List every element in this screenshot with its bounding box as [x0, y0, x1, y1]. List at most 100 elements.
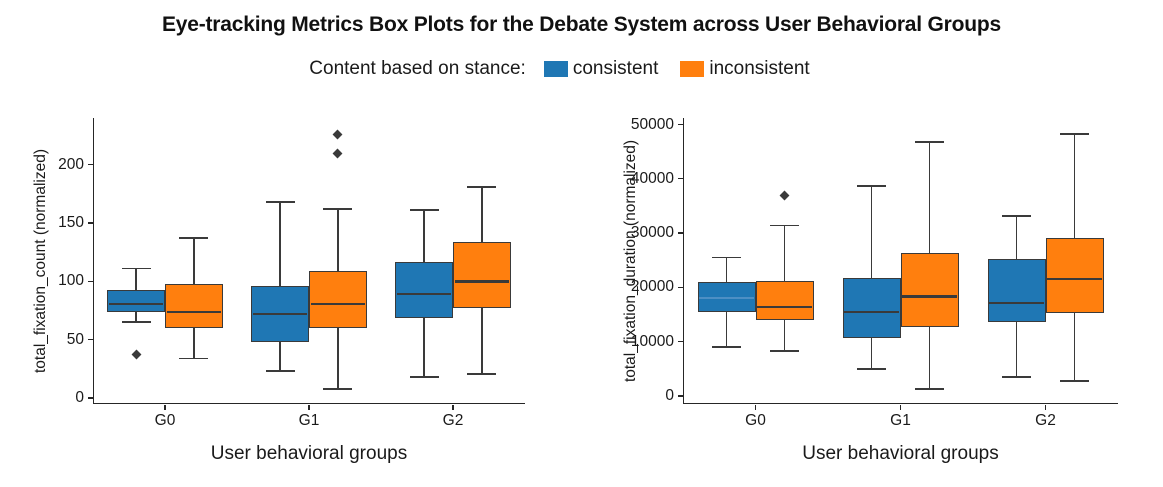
y-tick-label: 200 [58, 155, 84, 173]
upper-whisker-cap [467, 185, 497, 188]
y-tick-label: 0 [665, 386, 674, 404]
box-G1-inconsistent [309, 270, 367, 329]
lower-whisker-cap [265, 370, 295, 373]
lower-whisker [135, 311, 138, 323]
median-line [902, 295, 957, 298]
lower-whisker-cap [121, 321, 151, 324]
lower-whisker-cap [467, 372, 497, 375]
median-line [310, 302, 365, 305]
median-line [454, 280, 509, 283]
upper-whisker-cap [770, 224, 799, 227]
lower-whisker [336, 328, 339, 389]
y-tick-label: 50000 [630, 115, 674, 133]
box-G2-inconsistent [453, 241, 511, 309]
y-tick-mark [678, 286, 683, 288]
legend-item-label: consistent [572, 58, 659, 79]
median-line [253, 313, 308, 316]
upper-whisker-cap [323, 208, 353, 210]
box-G2-consistent [395, 261, 453, 318]
upper-whisker-cap [915, 140, 944, 143]
y-tick-mark [88, 222, 93, 224]
consistent-swatch-icon [543, 61, 568, 77]
upper-whisker [135, 268, 138, 290]
upper-whisker [423, 210, 426, 262]
lower-whisker [480, 308, 483, 374]
upper-whisker [725, 257, 728, 282]
legend: Content based on stance: consistent inco… [0, 58, 1141, 80]
upper-whisker-cap [857, 184, 886, 187]
y-tick-label: 150 [58, 214, 84, 232]
x-axis-label: User behavioral groups [802, 443, 999, 464]
x-tick-label: G1 [890, 412, 911, 429]
y-tick-mark [678, 178, 683, 180]
lower-whisker-cap [857, 367, 886, 370]
y-tick-mark [678, 232, 683, 234]
upper-whisker [783, 225, 786, 281]
legend-item-inconsistent: inconsistent [680, 58, 810, 80]
y-tick-mark [88, 163, 93, 166]
x-tick-mark [164, 405, 166, 410]
y-tick-mark [88, 339, 93, 341]
box-G0-consistent [697, 281, 756, 312]
lower-whisker-cap [712, 346, 741, 348]
x-tick-label: G2 [442, 412, 464, 429]
upper-whisker [870, 185, 873, 279]
y-tick-mark [678, 340, 683, 343]
legend-items: consistent inconsistent [543, 58, 810, 80]
figure-title: Eye-tracking Metrics Box Plots for the D… [161, 13, 1002, 36]
median-line [109, 302, 164, 305]
lower-whisker [870, 338, 873, 369]
lower-whisker-cap [323, 387, 353, 390]
y-tick-mark [678, 123, 683, 126]
median-line [699, 297, 754, 300]
upper-whisker [480, 186, 483, 242]
lower-whisker [1015, 322, 1018, 377]
box-G2-inconsistent [1045, 237, 1104, 313]
lower-whisker [1073, 312, 1076, 382]
x-tick-label: G0 [745, 412, 766, 429]
y-tick-label: 0 [75, 389, 84, 407]
box-G2-consistent [987, 259, 1046, 323]
x-tick-mark [1044, 405, 1047, 410]
y-tick-label: 10000 [630, 332, 674, 350]
box-G0-inconsistent [165, 283, 223, 329]
box-G0-inconsistent [755, 280, 814, 321]
lower-whisker-cap [179, 357, 209, 360]
lower-whisker-cap [1002, 375, 1031, 378]
lower-whisker [725, 311, 728, 347]
box-G1-inconsistent [900, 252, 959, 328]
median-line [166, 310, 221, 313]
lower-whisker [423, 317, 426, 378]
x-tick-mark [754, 405, 757, 410]
median-line [757, 306, 812, 309]
axis-spine [93, 118, 525, 404]
lower-whisker-cap [409, 376, 439, 379]
upper-whisker-cap [409, 209, 439, 212]
upper-whisker-cap [1002, 214, 1031, 217]
upper-whisker [928, 141, 931, 253]
lower-whisker-cap [770, 349, 799, 352]
y-tick-mark [678, 395, 683, 397]
y-tick-label: 30000 [630, 224, 674, 242]
lower-whisker-cap [1060, 380, 1089, 383]
upper-whisker [279, 202, 282, 287]
y-tick-mark [88, 397, 93, 399]
y-tick-label: 100 [58, 272, 84, 290]
y-tick-label: 20000 [630, 278, 674, 296]
x-tick-label: G1 [298, 412, 320, 429]
x-tick-label: G0 [154, 412, 176, 429]
y-tick-label: 40000 [630, 169, 674, 187]
median-line [1047, 278, 1102, 281]
axis-spine [683, 118, 1118, 404]
lower-whisker [192, 328, 195, 359]
upper-whisker-cap [1060, 132, 1089, 135]
upper-whisker-cap [179, 237, 209, 240]
lower-whisker [783, 320, 786, 351]
median-line [397, 293, 452, 296]
lower-whisker-cap [915, 388, 944, 391]
lower-whisker [928, 327, 931, 390]
upper-whisker [1073, 133, 1076, 238]
x-tick-mark [452, 405, 454, 410]
box-G1-consistent [842, 278, 901, 339]
